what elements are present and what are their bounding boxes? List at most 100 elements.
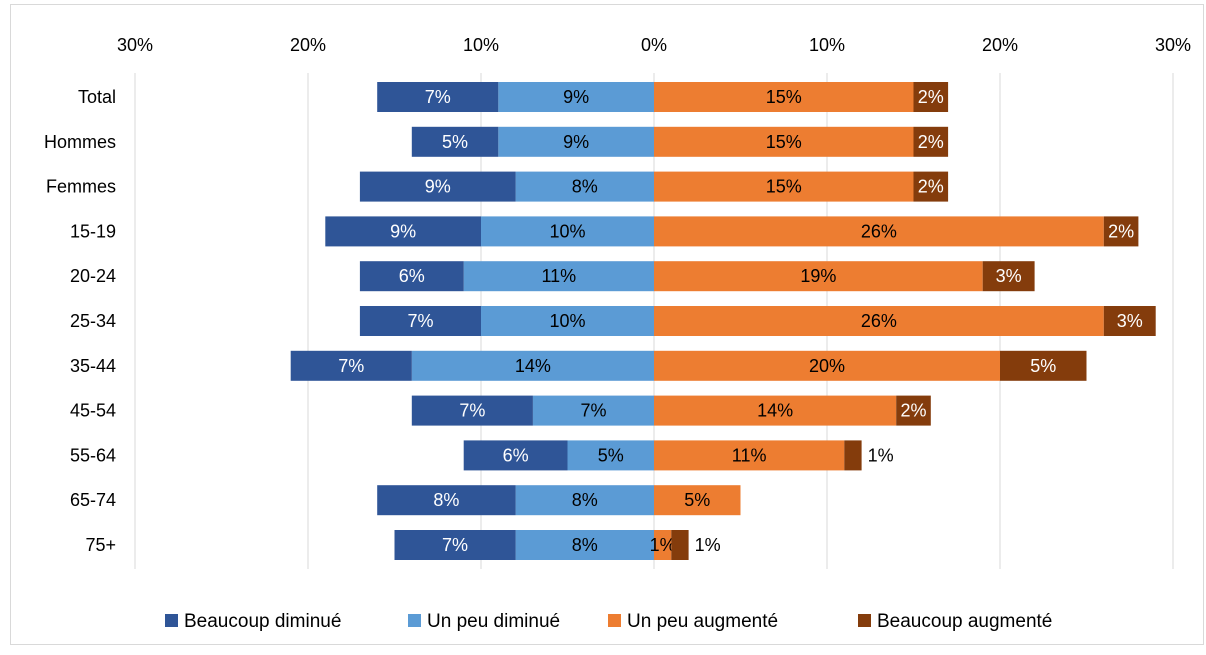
data-label: 1%: [868, 445, 894, 465]
data-label: 7%: [580, 401, 606, 421]
data-label: 1%: [650, 535, 676, 555]
data-label: 10%: [549, 221, 585, 241]
data-label: 8%: [572, 177, 598, 197]
bar-segment: [654, 440, 845, 471]
data-label: 26%: [861, 221, 897, 241]
bar-segment: [654, 530, 672, 560]
bar-segment: [481, 306, 654, 336]
legend-swatch: [165, 614, 178, 627]
legend-label: Beaucoup diminué: [184, 611, 341, 632]
category-label: Femmes: [46, 177, 116, 197]
category-label: 45-54: [70, 401, 116, 421]
data-label: 7%: [407, 311, 433, 331]
data-label: 2%: [900, 401, 926, 421]
x-tick-label: 10%: [463, 35, 499, 55]
legend-swatch: [608, 614, 621, 627]
bar-segment: [913, 171, 949, 202]
legend-label: Un peu diminué: [427, 611, 560, 632]
data-label: 7%: [338, 356, 364, 376]
bar-segment: [515, 171, 654, 202]
bar-segment: [359, 171, 516, 202]
bar-segment: [411, 350, 654, 381]
x-tick-label: 20%: [290, 35, 326, 55]
bar-segment: [515, 530, 654, 560]
x-tick-label: 20%: [982, 35, 1018, 55]
data-label: 7%: [442, 535, 468, 555]
data-label: 8%: [433, 490, 459, 510]
legend-swatch: [858, 614, 871, 627]
data-label: 20%: [809, 356, 845, 376]
bar-segment: [411, 126, 499, 157]
legend-label: Beaucoup augmenté: [877, 611, 1052, 632]
bar-segment: [463, 261, 654, 292]
bar-segment: [844, 440, 862, 471]
bar-segment: [1103, 216, 1139, 247]
x-axis-ticks: 30% 20% 10% 0% 10% 20% 30%: [117, 35, 1191, 55]
data-label: 19%: [800, 266, 836, 286]
bar-segment: [1000, 350, 1087, 381]
bar-segment: [567, 440, 654, 471]
data-label: 2%: [918, 132, 944, 152]
data-label: 5%: [442, 132, 468, 152]
data-label: 10%: [549, 311, 585, 331]
data-label: 7%: [459, 401, 485, 421]
data-label: 7%: [425, 87, 451, 107]
bar-segment: [359, 261, 464, 292]
data-label: 5%: [598, 445, 624, 465]
bar-segment: [654, 126, 914, 157]
data-label: 15%: [766, 132, 802, 152]
legend-swatch: [408, 614, 421, 627]
category-label: 65-74: [70, 490, 116, 510]
data-label: 2%: [1108, 221, 1134, 241]
bar-segment: [498, 82, 654, 112]
bar-segment: [913, 82, 949, 112]
data-label: 2%: [918, 87, 944, 107]
data-label: 26%: [861, 311, 897, 331]
data-label: 6%: [399, 266, 425, 286]
data-label: 15%: [766, 87, 802, 107]
bar-segment: [481, 216, 654, 247]
data-label: 14%: [515, 356, 551, 376]
data-label: 8%: [572, 535, 598, 555]
data-label: 11%: [732, 445, 767, 465]
data-label: 5%: [684, 490, 710, 510]
data-label: 9%: [563, 132, 589, 152]
bar-segment: [1103, 306, 1156, 336]
data-label: 1%: [695, 535, 721, 555]
data-label: 3%: [996, 266, 1022, 286]
bar-segment: [325, 216, 481, 247]
data-label: 5%: [1030, 356, 1056, 376]
data-label: 9%: [563, 87, 589, 107]
bar-segment: [532, 395, 654, 426]
data-label: 8%: [572, 490, 598, 510]
bar-segment: [654, 306, 1104, 336]
bar-segment: [463, 440, 568, 471]
category-label: 55-64: [70, 445, 116, 465]
legend: Beaucoup diminué Un peu diminué Un peu aug…: [165, 611, 1052, 632]
category-label: 20-24: [70, 266, 116, 286]
data-label: 9%: [390, 221, 416, 241]
bar-segment: [654, 261, 983, 292]
bar-segment: [411, 395, 533, 426]
bar-segment: [377, 82, 499, 112]
chart-frame: 30% 20% 10% 0% 10% 20% 30% Total Hommes Femmes 15…: [10, 4, 1204, 645]
bar-segment: [913, 126, 949, 157]
bar-segment: [654, 216, 1104, 247]
x-tick-label: 0%: [641, 35, 667, 55]
category-label: 75+: [85, 535, 116, 555]
legend-label: Un peu augmenté: [627, 611, 778, 632]
data-label: 14%: [757, 401, 793, 421]
bar-segment: [671, 530, 689, 560]
bar-segment: [498, 126, 654, 157]
bar-segment: [896, 395, 931, 426]
data-label: 15%: [766, 177, 802, 197]
bar-segment: [654, 350, 1000, 381]
bar-segment: [290, 350, 412, 381]
category-label: Hommes: [44, 132, 116, 152]
bar-segment: [654, 171, 914, 202]
bar-segment: [982, 261, 1035, 292]
bar-segment: [654, 485, 741, 516]
data-label: 2%: [918, 177, 944, 197]
category-label: 35-44: [70, 356, 116, 376]
